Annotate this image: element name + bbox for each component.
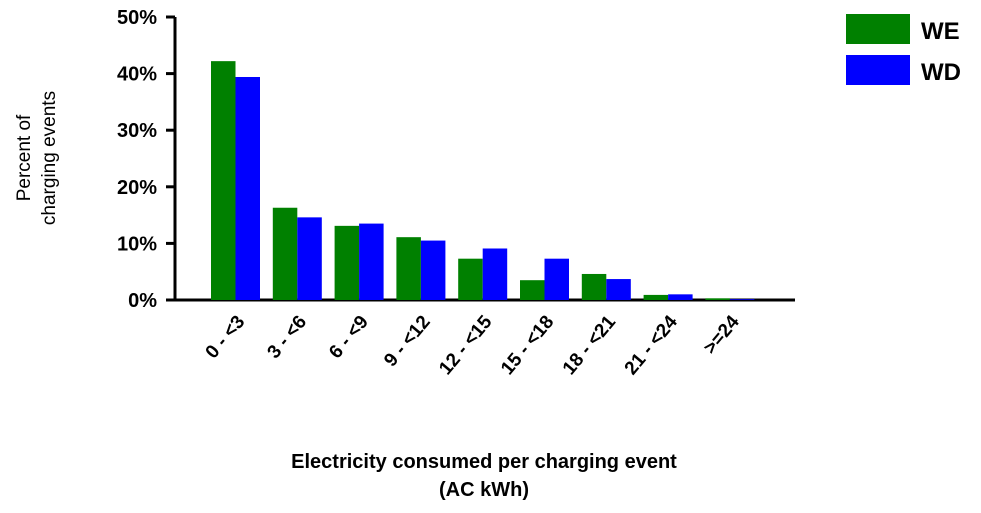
bar-we xyxy=(272,207,298,300)
y-tick-label: 0% xyxy=(128,290,157,312)
axes-group xyxy=(166,15,795,302)
x-tick-label: 21 - <24 xyxy=(621,311,683,379)
y-tick-label: 20% xyxy=(117,177,157,199)
y-tick-label: 30% xyxy=(117,120,157,142)
legend: WE WD xyxy=(846,14,961,86)
bar-we xyxy=(211,61,236,301)
bar-wd xyxy=(729,299,755,300)
y-axis-title-line-2: charging events xyxy=(39,91,60,225)
y-axis-title-line-1: Percent of xyxy=(14,114,35,201)
bar-wd xyxy=(359,223,384,300)
x-tick-label: 3 - <6 xyxy=(263,312,311,363)
bar-we xyxy=(643,294,669,300)
bar-wd xyxy=(420,240,446,300)
bar-we xyxy=(396,237,421,300)
bar-we xyxy=(458,258,483,300)
y-axis-title: Percent of charging events xyxy=(14,91,60,225)
y-tick-labels: 0% 10% 20% 30% 40% 50% xyxy=(117,7,157,312)
bar-wd xyxy=(482,248,508,300)
bar-we xyxy=(334,225,360,300)
bar-wd xyxy=(606,279,631,300)
x-tick-label: 18 - <21 xyxy=(559,311,621,379)
legend-label-wd: WD xyxy=(921,59,961,86)
x-axis-title-line-1: Electricity consumed per charging event xyxy=(291,451,677,473)
x-tick-label: 0 - <3 xyxy=(202,312,250,363)
bar-wd xyxy=(668,294,693,300)
x-axis-title: Electricity consumed per charging event … xyxy=(291,451,677,501)
legend-label-we: WE xyxy=(921,18,960,45)
bar-wd xyxy=(235,76,260,300)
legend-swatch-wd xyxy=(846,55,910,85)
x-tick-labels: 0 - <3 3 - <6 6 - <9 9 - <12 12 - <15 15 - <1… xyxy=(202,311,744,379)
bar-we xyxy=(705,298,730,300)
legend-swatch-we xyxy=(846,14,910,44)
bar-wd xyxy=(544,258,569,300)
x-axis-title-line-2: (AC kWh) xyxy=(439,479,529,501)
x-tick-label: 9 - <12 xyxy=(380,312,434,371)
y-tick-label: 10% xyxy=(117,233,157,255)
x-tick-label: 6 - <9 xyxy=(325,312,373,363)
y-tick-label: 40% xyxy=(117,64,157,86)
x-tick-label: 15 - <18 xyxy=(497,312,558,379)
x-tick-label: >=24 xyxy=(700,311,744,358)
bar-we xyxy=(581,273,607,300)
y-tick-label: 50% xyxy=(117,7,157,29)
x-tick-label: 12 - <15 xyxy=(435,311,497,379)
bar-wd xyxy=(297,217,322,300)
bars-group xyxy=(211,61,755,301)
bar-we xyxy=(520,280,545,300)
